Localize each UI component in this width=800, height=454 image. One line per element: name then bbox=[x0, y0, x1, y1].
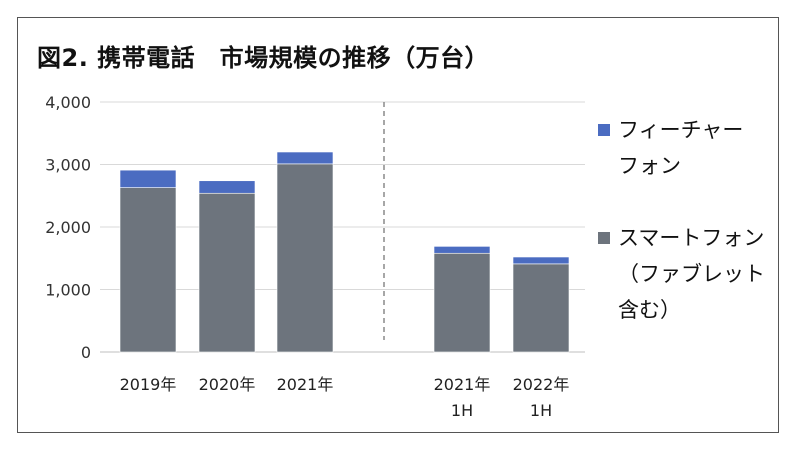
y-axis: 0 1,000 2,000 3,000 4,000 bbox=[45, 93, 585, 362]
x-tick-label: 2020年 bbox=[199, 375, 256, 394]
y-tick-label: 4,000 bbox=[45, 93, 91, 112]
x-tick-label: 2019年 bbox=[120, 375, 177, 394]
legend-label-line: 含む） bbox=[618, 298, 681, 322]
bar-segment-feature-phone bbox=[433, 246, 491, 254]
x-tick-label: 2021年 bbox=[277, 375, 334, 394]
legend-label-line: フィーチャー bbox=[618, 118, 744, 142]
legend-swatch-feature-phone bbox=[598, 124, 610, 136]
bar-segment-smartphone bbox=[512, 263, 570, 353]
y-tick-label: 1,000 bbox=[45, 281, 91, 300]
x-tick-label: 1H bbox=[530, 401, 552, 420]
x-tick-label: 1H bbox=[451, 401, 473, 420]
bar-segment-feature-phone bbox=[512, 256, 570, 265]
bar-segment-feature-phone bbox=[276, 151, 334, 165]
bar-segment-feature-phone bbox=[119, 169, 177, 188]
legend-item-smartphone: スマートフォン （ファブレット 含む） bbox=[598, 220, 778, 328]
legend: フィーチャー フォン スマートフォン （ファブレット 含む） bbox=[598, 112, 778, 328]
bars bbox=[119, 151, 570, 353]
legend-item-feature-phone: フィーチャー フォン bbox=[598, 112, 778, 184]
gridlines bbox=[100, 101, 585, 290]
y-tick-label: 3,000 bbox=[45, 156, 91, 175]
bar-segment-smartphone bbox=[198, 192, 256, 353]
x-tick-label: 2022年 bbox=[513, 375, 570, 394]
legend-label-line: （ファブレット bbox=[618, 262, 765, 286]
legend-swatch-smartphone bbox=[598, 232, 610, 244]
x-axis-labels: 2019年 2020年 2021年 2021年 1H 2022年 1H bbox=[120, 375, 570, 420]
chart-title: 図2. 携帯電話 市場規模の推移（万台） bbox=[37, 44, 490, 72]
bar-segment-smartphone bbox=[119, 187, 177, 353]
bar-segment-feature-phone bbox=[198, 180, 256, 194]
bar-segment-smartphone bbox=[433, 252, 491, 353]
x-tick-label: 2021年 bbox=[434, 375, 491, 394]
bar-segment-smartphone bbox=[276, 163, 334, 353]
legend-label-line: スマートフォン bbox=[618, 226, 765, 250]
y-tick-label: 2,000 bbox=[45, 218, 91, 237]
y-tick-label: 0 bbox=[81, 343, 91, 362]
legend-label-line: フォン bbox=[618, 154, 681, 178]
